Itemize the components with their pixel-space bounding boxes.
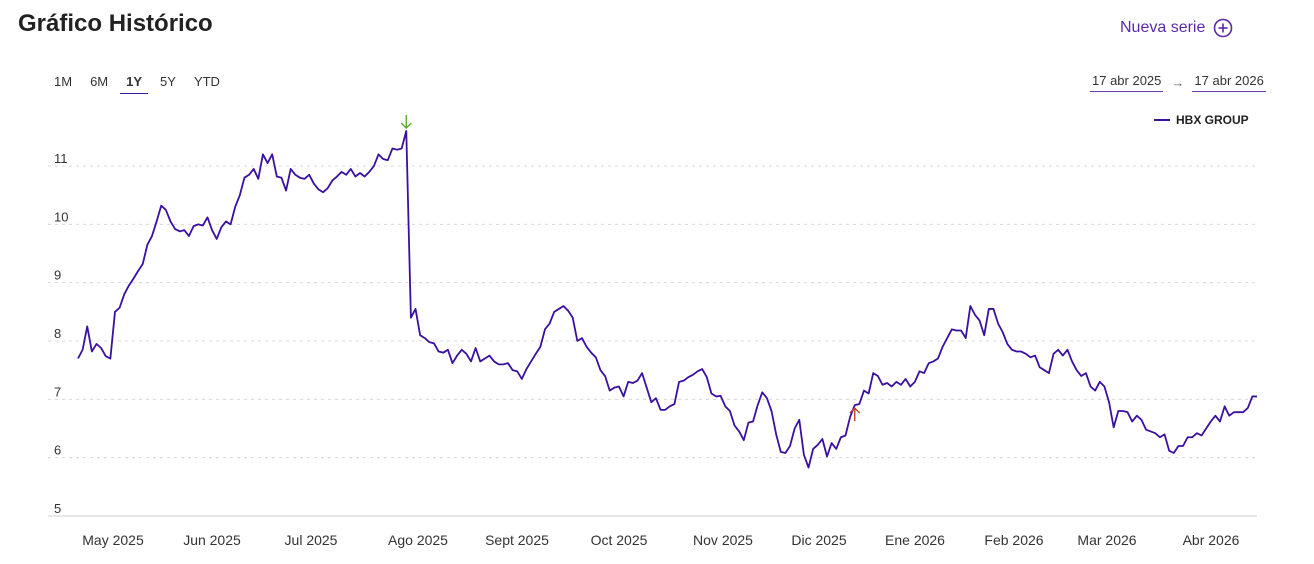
y-tick-label: 9 xyxy=(54,268,61,283)
x-tick-label: Mar 2026 xyxy=(1077,532,1136,548)
y-tick-label: 5 xyxy=(54,501,61,516)
y-tick-label: 10 xyxy=(54,209,68,224)
x-tick-label: Jul 2025 xyxy=(285,532,338,548)
min-arrow-icon xyxy=(849,407,861,422)
new-series-button[interactable]: Nueva serie xyxy=(1120,18,1233,38)
x-tick-label: Ago 2025 xyxy=(388,532,448,548)
range-1y-button[interactable]: 1Y xyxy=(120,72,149,94)
date-arrow: → xyxy=(1171,74,1185,90)
plus-circle-icon xyxy=(1213,18,1233,38)
legend-swatch xyxy=(1154,119,1170,121)
x-tick-label: Sept 2025 xyxy=(485,532,549,548)
x-tick-label: Nov 2025 xyxy=(693,532,753,548)
page-title: Gráfico Histórico xyxy=(18,10,213,37)
date-to-field[interactable]: 17 abr 2026 xyxy=(1192,72,1266,92)
x-tick-label: Jun 2025 xyxy=(183,532,241,548)
legend-label: HBX GROUP xyxy=(1176,113,1249,127)
x-tick-label: May 2025 xyxy=(82,532,144,548)
x-tick-label: Dic 2025 xyxy=(791,532,846,548)
y-tick-label: 8 xyxy=(54,326,61,341)
extreme-markers xyxy=(400,115,861,422)
date-from-field[interactable]: 17 abr 2025 xyxy=(1090,72,1164,92)
range-5y-button[interactable]: 5Y xyxy=(160,74,176,89)
x-axis-ticks: May 2025 Jun 2025 Jul 2025 Ago 2025 Sept 202… xyxy=(82,532,1239,548)
y-tick-label: 6 xyxy=(54,443,61,458)
range-1m-button[interactable]: 1M xyxy=(54,74,73,89)
chart-legend: HBX GROUP xyxy=(1154,113,1249,127)
max-arrow-icon xyxy=(400,115,412,130)
range-6m-button[interactable]: 6M xyxy=(90,74,109,89)
x-tick-label: Abr 2026 xyxy=(1183,532,1240,548)
x-tick-label: Feb 2026 xyxy=(984,532,1043,548)
series-line-hbx-group xyxy=(77,130,1257,469)
x-tick-label: Oct 2025 xyxy=(591,532,648,548)
grid-lines xyxy=(48,165,1257,459)
x-tick-label: Ene 2026 xyxy=(885,532,945,548)
y-tick-label: 11 xyxy=(54,151,68,166)
new-series-label: Nueva serie xyxy=(1120,19,1206,36)
y-tick-label: 7 xyxy=(54,384,61,399)
y-axis-ticks: 5 6 7 8 9 10 11 xyxy=(54,151,68,516)
range-selector: 1M 6M 1Y 5Y YTD xyxy=(48,72,226,94)
range-ytd-button[interactable]: YTD xyxy=(193,74,220,89)
date-range: 17 abr 2025 → 17 abr 2026 xyxy=(1090,72,1266,92)
